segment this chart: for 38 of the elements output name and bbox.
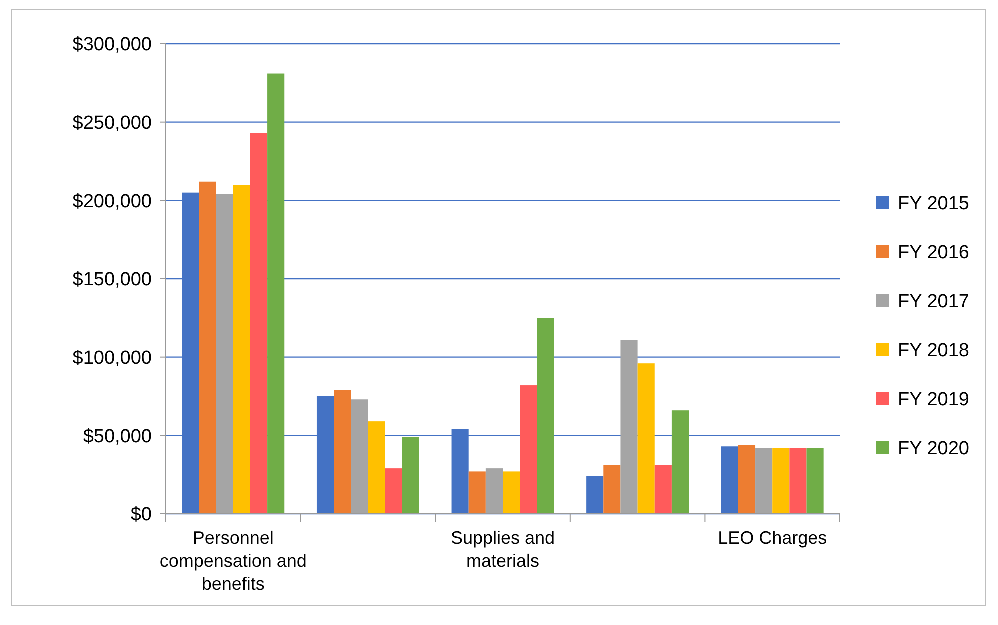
y-tick-label: $300,000 xyxy=(72,34,152,56)
bar xyxy=(250,133,268,514)
bar xyxy=(790,448,807,514)
legend-label: FY 2016 xyxy=(898,242,970,264)
legend-label: FY 2017 xyxy=(898,292,970,313)
bar xyxy=(468,472,486,514)
y-tick-label: $250,000 xyxy=(72,112,152,134)
bar xyxy=(520,386,538,514)
bar xyxy=(721,446,738,514)
y-tick-label: $50,000 xyxy=(83,426,152,448)
bar xyxy=(772,448,790,514)
x-tick-label: Supplies and materials xyxy=(450,528,556,571)
legend-label: FY 2018 xyxy=(898,340,970,362)
x-tick-label: LEO Charges xyxy=(718,528,828,548)
bar xyxy=(233,185,250,514)
x-tick-label: Personnel compensation and benefits xyxy=(160,528,307,594)
bar xyxy=(738,445,756,514)
bar xyxy=(806,448,824,514)
y-tick-label: $0 xyxy=(130,504,152,526)
bar xyxy=(654,465,672,514)
bar xyxy=(672,410,690,514)
legend-label: FY 2015 xyxy=(898,194,970,215)
bar xyxy=(537,318,554,514)
bar xyxy=(586,476,604,514)
bar xyxy=(503,472,520,514)
y-tick-label: $150,000 xyxy=(72,270,152,291)
bar xyxy=(402,437,420,514)
bar xyxy=(268,74,285,514)
y-tick-label: $200,000 xyxy=(72,191,152,212)
bar xyxy=(368,422,386,514)
legend-label: FY 2019 xyxy=(898,390,970,411)
bar xyxy=(199,182,216,514)
bar xyxy=(334,390,352,514)
bar xyxy=(638,364,655,514)
y-tick-label: $100,000 xyxy=(72,348,152,369)
legend-label: FY 2020 xyxy=(898,438,970,460)
bar xyxy=(604,465,621,514)
bar xyxy=(385,468,402,514)
